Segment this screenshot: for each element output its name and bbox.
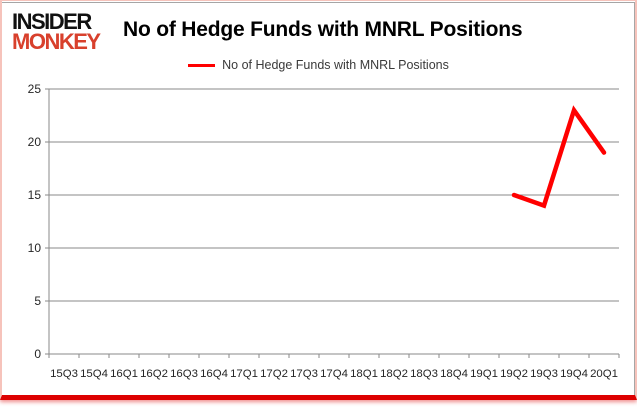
x-tick-label: 15Q4 [80,368,108,380]
x-tick-label: 18Q4 [440,368,468,380]
x-tick-label: 19Q3 [530,368,558,380]
logo-word-monkey: MONKEY [12,29,101,54]
x-tick-label: 17Q3 [290,368,318,380]
x-tick-label: 19Q4 [560,368,588,380]
x-tick-label: 19Q2 [500,368,528,380]
y-tick-label: 5 [34,294,41,308]
y-tick-label: 10 [28,241,42,255]
page-title: No of Hedge Funds with MNRL Positions [123,18,523,41]
x-tick-label: 20Q1 [590,368,618,380]
logo-word-insider: INSIDER [12,9,92,34]
x-tick-label: 15Q3 [50,368,78,380]
insider-monkey-logo: INSIDER MONKEY [12,9,101,54]
series-line [511,105,607,209]
x-tick-label: 19Q1 [470,368,498,380]
x-tick-label: 17Q1 [230,368,258,380]
legend: No of Hedge Funds with MNRL Positions [2,58,635,72]
x-tick-label: 16Q1 [110,368,138,380]
legend-label: No of Hedge Funds with MNRL Positions [222,58,449,72]
x-tick-label: 17Q4 [320,368,348,380]
y-tick-label: 15 [28,188,42,202]
x-tick-label: 16Q3 [170,368,198,380]
x-tick-label: 17Q2 [260,368,288,380]
x-tick-label: 18Q1 [350,368,378,380]
x-tick-label: 18Q3 [410,368,438,380]
x-tick-label: 16Q2 [140,368,168,380]
x-tick-label: 18Q2 [380,368,408,380]
legend-line-swatch [188,63,216,67]
y-tick-label: 20 [28,135,42,149]
chart-frame-border [2,2,635,395]
x-tick-label: 16Q4 [200,368,228,380]
y-tick-label: 0 [34,347,41,361]
y-tick-label: 25 [28,82,42,96]
